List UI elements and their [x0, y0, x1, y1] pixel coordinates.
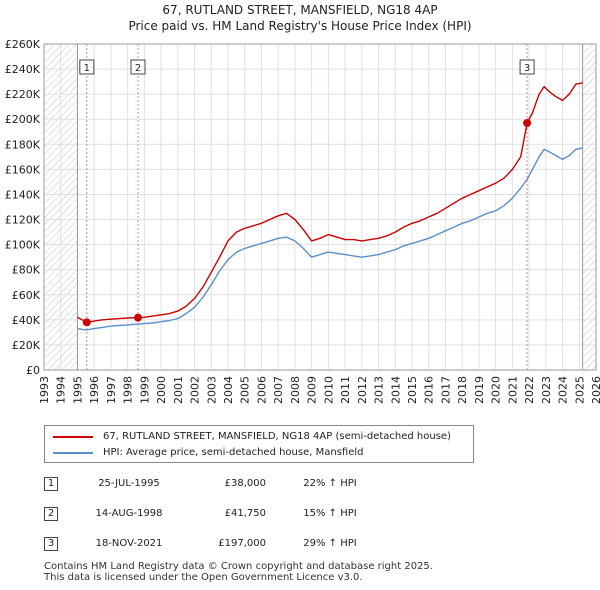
x-tick-label: 2016 [423, 376, 436, 404]
property-price-line [77, 82, 583, 324]
x-tick-label: 2000 [155, 376, 168, 404]
footer-copyright: Contains HM Land Registry data © Crown c… [44, 561, 433, 572]
y-tick-label: £0 [26, 364, 40, 377]
legend: 67, RUTLAND STREET, MANSFIELD, NG18 4AP … [44, 425, 474, 463]
y-tick-label: £180K [5, 138, 41, 151]
plot-frame [43, 43, 597, 371]
sales-table-row: 3 18-NOV-2021 £197,000 29% ↑ HPI [40, 534, 460, 554]
sale-point [134, 313, 143, 322]
legend-label-property: 67, RUTLAND STREET, MANSFIELD, NG18 4AP … [103, 431, 451, 442]
x-tick-label: 2015 [406, 376, 419, 404]
sale-hpi-change: 22% ↑ HPI [303, 478, 357, 489]
x-tick-label: 2017 [439, 376, 452, 404]
sale-number-badge: 2 [44, 507, 58, 521]
x-tick-label: 1993 [38, 376, 51, 404]
x-tick-label: 1997 [105, 376, 118, 404]
x-tick-label: 1998 [122, 376, 135, 404]
chart-title-block: 67, RUTLAND STREET, MANSFIELD, NG18 4AP … [0, 2, 600, 34]
sale-hpi-change: 29% ↑ HPI [303, 538, 357, 549]
y-tick-label: £140K [5, 188, 41, 201]
x-tick-label: 2021 [506, 376, 519, 404]
y-tick-label: £220K [5, 88, 41, 101]
sale-price: £41,750 [224, 508, 266, 519]
x-tick-label: 2011 [339, 376, 352, 404]
y-tick-label: £260K [5, 38, 41, 51]
legend-label-hpi: HPI: Average price, semi-detached house,… [103, 447, 364, 458]
x-tick-label: 2025 [573, 376, 586, 404]
y-tick-label: £60K [12, 289, 41, 302]
sale-label-number: 3 [524, 63, 530, 74]
sale-number-badge: 3 [44, 537, 58, 551]
sales-table-row: 2 14-AUG-1998 £41,750 15% ↑ HPI [40, 504, 460, 524]
x-tick-label: 2001 [172, 376, 185, 404]
x-tick-label: 2005 [239, 376, 252, 404]
x-tick-label: 1994 [55, 376, 68, 404]
sale-date: 14-AUG-1998 [95, 508, 163, 519]
x-tick-label: 2004 [222, 376, 235, 404]
y-tick-label: £240K [5, 63, 41, 76]
sale-point [82, 318, 91, 327]
x-tick-label: 2020 [490, 376, 503, 404]
x-tick-label: 1996 [88, 376, 101, 404]
x-tick-label: 2024 [557, 376, 570, 404]
y-tick-label: £100K [5, 239, 41, 252]
x-tick-label: 1995 [71, 376, 84, 404]
chart-subtitle: Price paid vs. HM Land Registry's House … [128, 19, 472, 33]
sale-point [523, 118, 532, 127]
sale-label-box [130, 59, 146, 75]
x-tick-label: 2012 [356, 376, 369, 404]
x-tick-label: 2010 [322, 376, 335, 404]
x-tick-label: 2003 [205, 376, 218, 404]
x-tick-label: 2002 [189, 376, 202, 404]
x-tick-label: 1999 [138, 376, 151, 404]
sale-hpi-change: 15% ↑ HPI [303, 508, 357, 519]
price-chart: £0 £20K £40K £60K £80K £100K £120K £140K £160K £1… [5, 38, 600, 404]
sale-price: £197,000 [218, 538, 266, 549]
legend-line-property [53, 436, 93, 438]
sale-label-box [79, 59, 95, 75]
x-tick-label: 2006 [255, 376, 268, 404]
x-tick-label: 2023 [540, 376, 553, 404]
sale-label-number: 2 [135, 63, 141, 74]
sales-table-row: 1 25-JUL-1995 £38,000 22% ↑ HPI [40, 474, 460, 494]
y-tick-label: £40K [12, 314, 41, 327]
footer: Contains HM Land Registry data © Crown c… [44, 561, 433, 583]
legend-line-hpi [53, 452, 93, 454]
y-tick-label: £120K [5, 214, 41, 227]
x-tick-label: 2013 [373, 376, 386, 404]
hpi-line [77, 147, 583, 331]
sale-price: £38,000 [224, 478, 266, 489]
footer-licence: This data is licensed under the Open Gov… [44, 572, 363, 583]
plot-area [44, 44, 596, 370]
sale-label-number: 1 [84, 63, 90, 74]
sale-date: 18-NOV-2021 [95, 538, 163, 549]
sale-number-badge: 1 [44, 477, 58, 491]
x-tick-label: 2019 [473, 376, 486, 404]
y-tick-label: £160K [5, 163, 41, 176]
x-tick-label: 2008 [289, 376, 302, 404]
x-tick-label: 2022 [523, 376, 536, 404]
x-tick-label: 2007 [272, 376, 285, 404]
y-tick-label: £200K [5, 113, 41, 126]
y-tick-label: £80K [12, 264, 41, 277]
sale-date: 25-JUL-1995 [98, 478, 160, 489]
y-tick-label: £20K [12, 339, 41, 352]
x-tick-label: 2014 [389, 376, 402, 404]
x-tick-label: 2018 [456, 376, 469, 404]
hatched-region [582, 44, 596, 370]
chart-title: 67, RUTLAND STREET, MANSFIELD, NG18 4AP [162, 3, 438, 17]
x-tick-label: 2009 [306, 376, 319, 404]
x-tick-label: 2026 [590, 376, 600, 404]
sale-label-box [519, 59, 535, 75]
